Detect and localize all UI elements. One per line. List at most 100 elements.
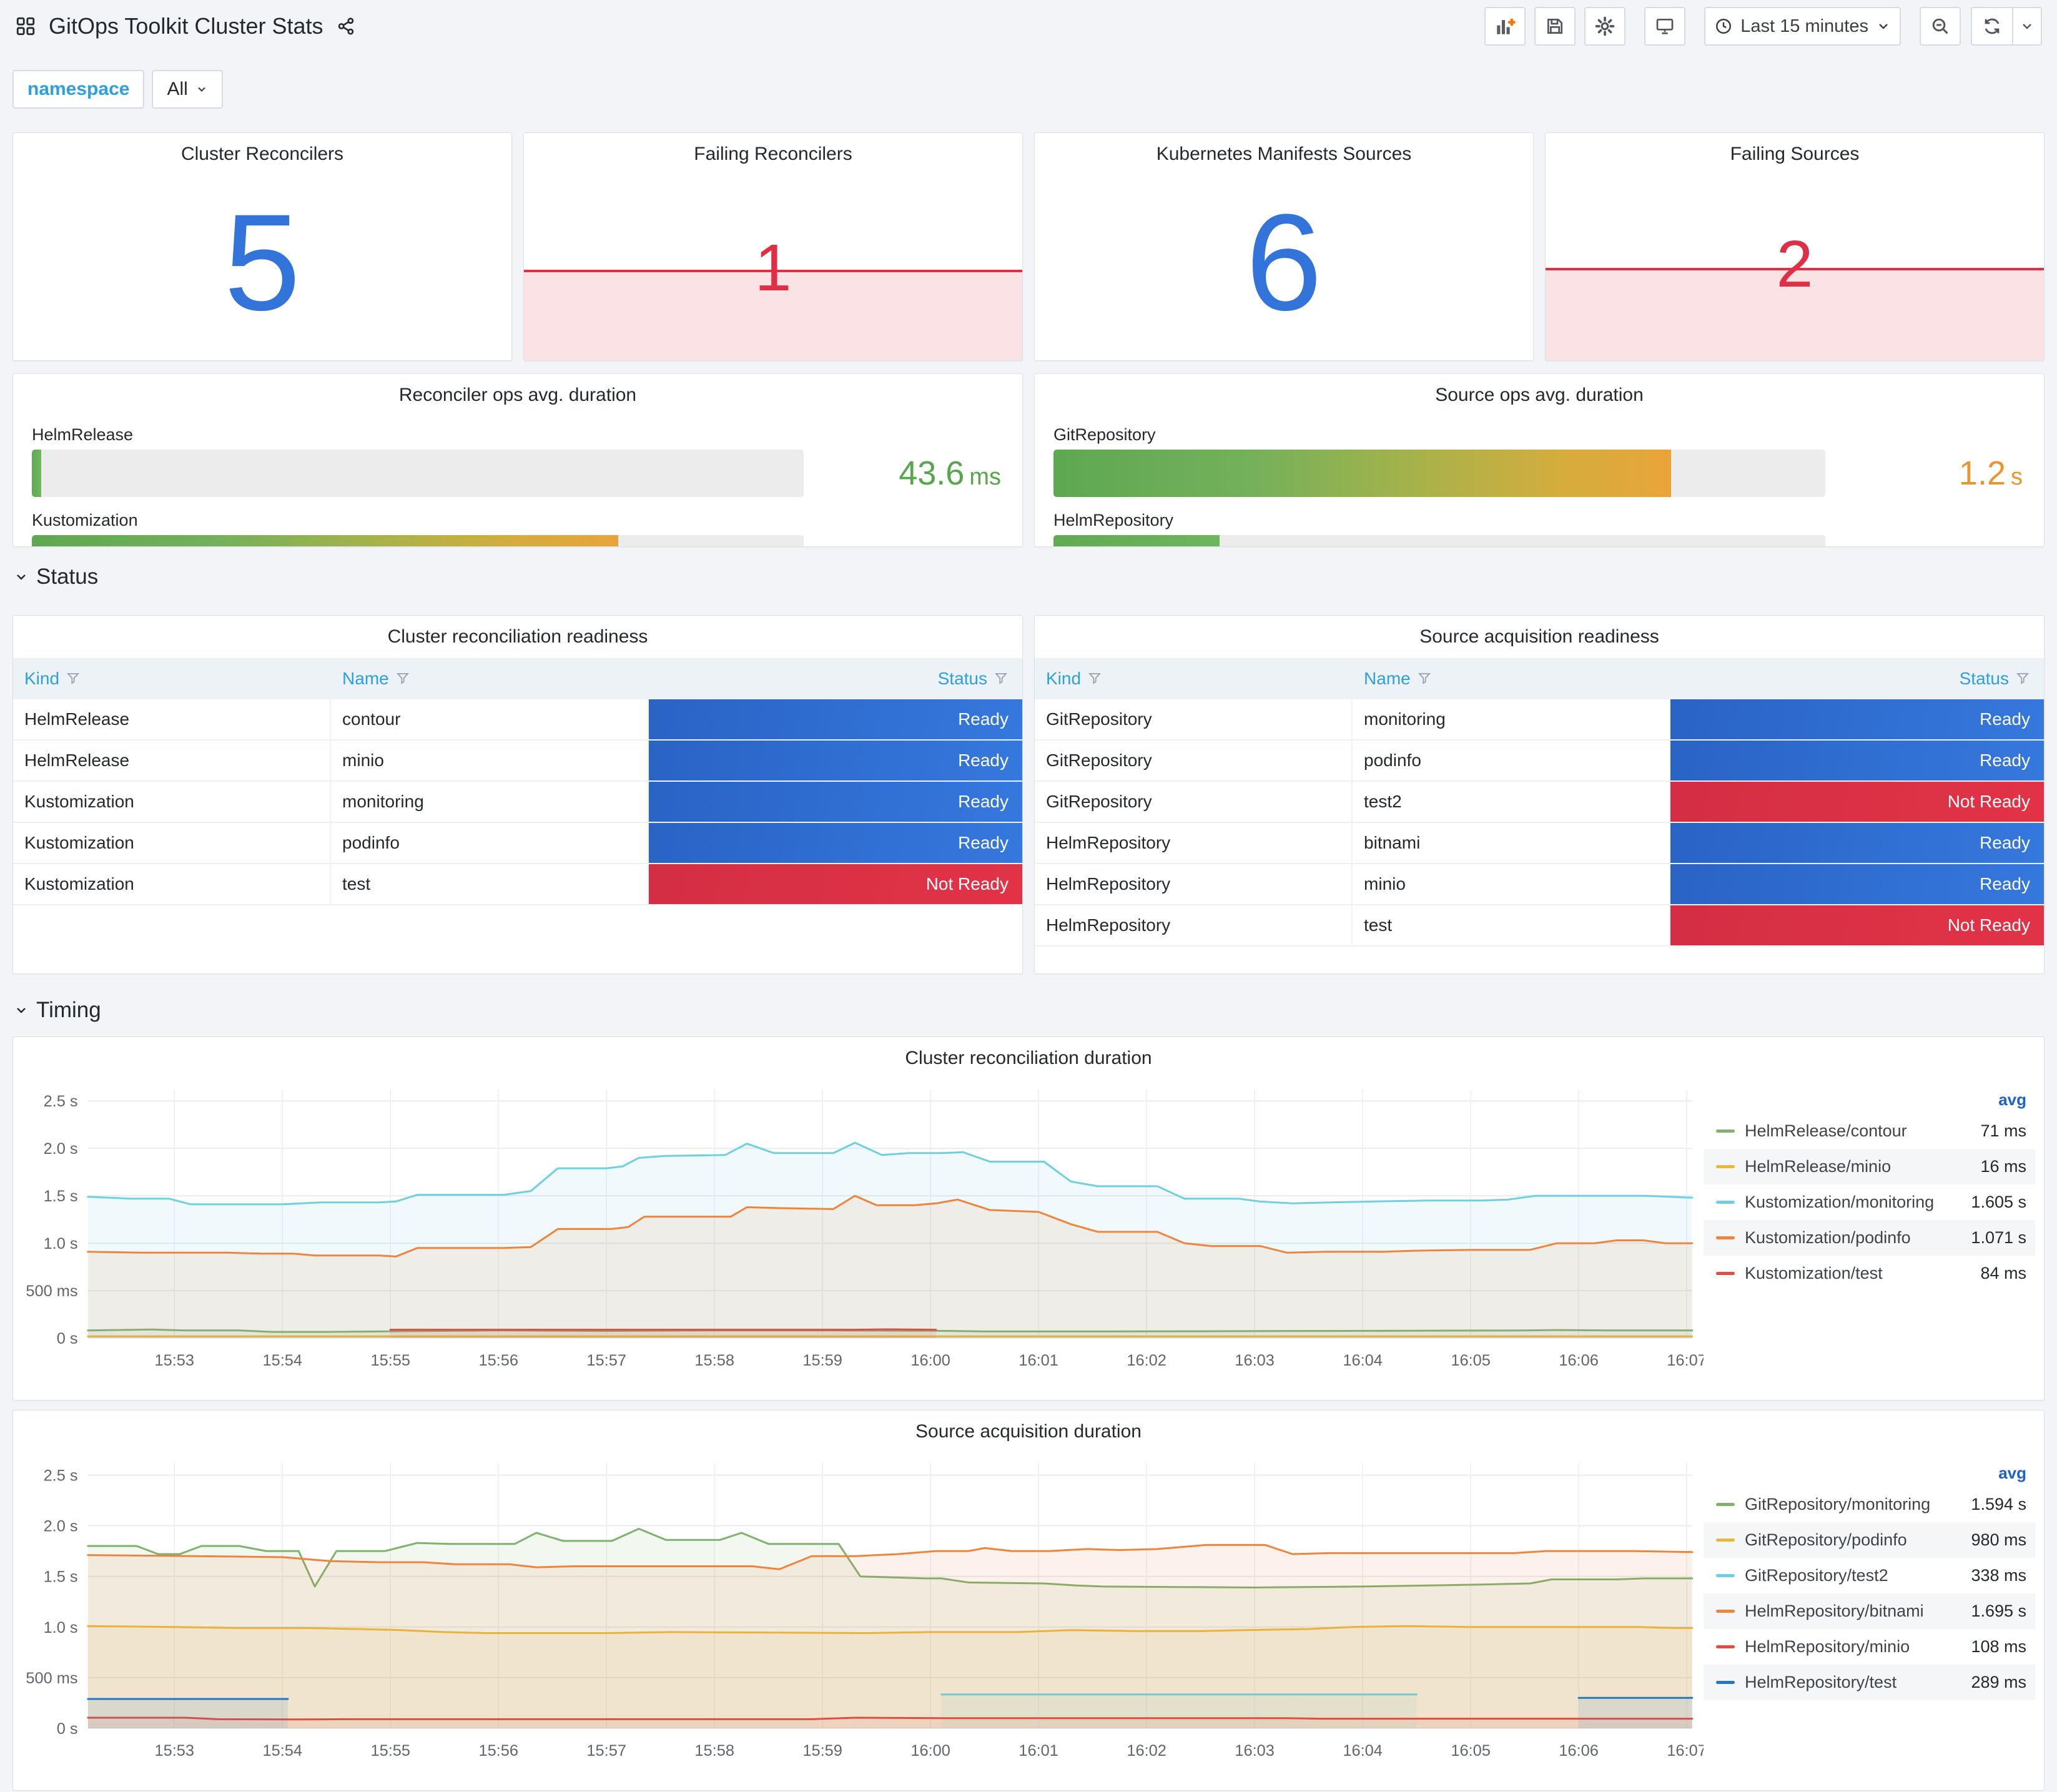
stat-value: 2 — [1776, 227, 1813, 302]
zoom-out-button[interactable] — [1920, 7, 1961, 46]
panel-title[interactable]: Cluster reconciliation readiness — [387, 626, 648, 647]
column-header-status[interactable]: Status — [649, 658, 1022, 699]
legend-item[interactable]: Kustomization/test 84 ms — [1704, 1256, 2035, 1291]
stat-sparkline-fill — [1546, 268, 2044, 360]
panel-title[interactable]: Failing Reconcilers — [694, 144, 852, 164]
filter-icon[interactable] — [395, 671, 410, 686]
legend-item[interactable]: HelmRelease/minio 16 ms — [1704, 1149, 2035, 1184]
legend-series-swatch-icon — [1716, 1503, 1735, 1506]
legend-item[interactable]: HelmRepository/test 289 ms — [1704, 1665, 2035, 1700]
gauge-value-unit: s — [2011, 464, 2023, 490]
cycle-view-button[interactable] — [1644, 7, 1686, 46]
legend-series-name: GitRepository/monitoring — [1745, 1495, 1931, 1514]
stat-panels-row: Cluster Reconcilers 5 Failing Reconcilers 1… — [12, 132, 2045, 361]
gauge-value-number: 879 — [1930, 540, 1986, 546]
column-header-name[interactable]: Name — [1353, 658, 1670, 699]
svg-text:15:56: 15:56 — [478, 1352, 518, 1369]
table-row: GitRepository podinfo Ready — [1035, 741, 2044, 782]
legend-item[interactable]: HelmRepository/minio 108 ms — [1704, 1629, 2035, 1665]
stat-body: 1 — [524, 175, 1022, 360]
svg-text:15:58: 15:58 — [694, 1352, 734, 1369]
gauge-panel: Source ops avg. duration GitRepository 1.2… — [1034, 373, 2045, 547]
legend-series-avg: 108 ms — [1971, 1637, 2026, 1656]
status-badge: Not Ready — [1670, 782, 2044, 822]
refresh-interval-dropdown[interactable] — [2012, 7, 2042, 46]
clock-icon — [1714, 17, 1733, 36]
refresh-button[interactable] — [1971, 7, 2012, 46]
svg-text:16:04: 16:04 — [1343, 1742, 1383, 1760]
column-header-label: Kind — [24, 669, 60, 688]
cell-name: minio — [331, 741, 649, 780]
status-badge: Ready — [649, 782, 1022, 822]
column-header-label: Status — [1959, 669, 2009, 688]
column-header-kind[interactable]: Kind — [13, 658, 331, 699]
timeseries-plot: 0 s 500 ms 1.0 s 1.5 s 2.0 s 2.5 s 15:53 15:54 1… — [13, 1080, 1704, 1400]
panel-title[interactable]: Source acquisition duration — [915, 1421, 1142, 1442]
svg-text:0 s: 0 s — [57, 1330, 78, 1347]
svg-text:15:57: 15:57 — [586, 1352, 626, 1369]
panel-title[interactable]: Failing Sources — [1730, 144, 1860, 164]
column-header-status[interactable]: Status — [1670, 658, 2044, 699]
legend-series-avg: 1.071 s — [1971, 1228, 2026, 1247]
cell-name: podinfo — [1353, 741, 1671, 780]
legend-series-swatch-icon — [1716, 1681, 1735, 1684]
status-badge: Not Ready — [1670, 905, 2044, 945]
svg-text:2.0 s: 2.0 s — [44, 1518, 78, 1535]
filter-icon[interactable] — [994, 671, 1009, 686]
legend-item[interactable]: Kustomization/podinfo 1.071 s — [1704, 1220, 2035, 1256]
cell-status: Ready — [1670, 699, 2044, 739]
gauge-fill — [1053, 535, 1220, 546]
legend-item[interactable]: GitRepository/test2 338 ms — [1704, 1558, 2035, 1593]
dashboard-settings-button[interactable] — [1584, 7, 1626, 46]
table-header-row: Kind Name Status — [1035, 658, 2044, 699]
gauge-bar: 43.6 ms — [32, 450, 1004, 497]
filter-icon[interactable] — [1087, 671, 1102, 686]
panel-title[interactable]: Source acquisition readiness — [1419, 626, 1659, 647]
legend-item[interactable]: GitRepository/podinfo 980 ms — [1704, 1522, 2035, 1558]
filter-icon[interactable] — [1417, 671, 1432, 686]
section-status[interactable]: Status — [14, 557, 98, 597]
panel-title[interactable]: Cluster Reconcilers — [180, 144, 344, 164]
cell-kind: Kustomization — [13, 823, 332, 863]
cell-kind: GitRepository — [1035, 699, 1353, 739]
column-header-kind[interactable]: Kind — [1035, 658, 1353, 699]
cell-kind: Kustomization — [13, 782, 332, 822]
status-badge: Ready — [1670, 741, 2044, 780]
legend-item[interactable]: HelmRelease/contour 71 ms — [1704, 1113, 2035, 1149]
legend-series-swatch-icon — [1716, 1538, 1735, 1542]
add-panel-button[interactable] — [1484, 7, 1526, 46]
svg-text:15:53: 15:53 — [154, 1742, 194, 1760]
time-range-picker[interactable]: Last 15 minutes — [1704, 7, 1901, 46]
section-timing[interactable]: Timing — [14, 990, 101, 1030]
filter-icon[interactable] — [66, 671, 81, 686]
legend-item[interactable]: HelmRepository/bitnami 1.695 s — [1704, 1593, 2035, 1629]
legend-item[interactable]: GitRepository/monitoring 1.594 s — [1704, 1487, 2035, 1522]
legend-series-swatch-icon — [1716, 1236, 1735, 1239]
gauge-label: Kustomization — [32, 511, 138, 529]
chevron-down-icon — [14, 1003, 29, 1018]
panel-title[interactable]: Source ops avg. duration — [1435, 385, 1644, 405]
column-header-name[interactable]: Name — [331, 658, 649, 699]
svg-text:2.0 s: 2.0 s — [44, 1140, 78, 1158]
filter-icon[interactable] — [2015, 671, 2030, 686]
panel-title[interactable]: Kubernetes Manifests Sources — [1156, 144, 1412, 164]
svg-text:15:57: 15:57 — [586, 1742, 626, 1760]
status-badge: Ready — [649, 823, 1022, 863]
page-title: GitOps Toolkit Cluster Stats — [49, 13, 323, 39]
variable-namespace-select[interactable]: All — [152, 70, 223, 109]
panel-title[interactable]: Cluster reconciliation duration — [905, 1048, 1152, 1068]
svg-text:2.5 s: 2.5 s — [44, 1093, 78, 1110]
svg-text:15:59: 15:59 — [802, 1742, 842, 1760]
legend-series-avg: 980 ms — [1971, 1530, 2026, 1549]
svg-text:15:55: 15:55 — [370, 1352, 410, 1369]
variable-namespace-label[interactable]: namespace — [12, 70, 145, 109]
svg-text:15:55: 15:55 — [370, 1742, 410, 1760]
table-row: HelmRepository minio Ready — [1035, 864, 2044, 905]
top-bar: GitOps Toolkit Cluster Stats — [0, 0, 2057, 52]
panel-title[interactable]: Reconciler ops avg. duration — [398, 385, 637, 405]
cell-kind: GitRepository — [1035, 741, 1353, 780]
legend-item[interactable]: Kustomization/monitoring 1.605 s — [1704, 1184, 2035, 1220]
save-dashboard-button[interactable] — [1534, 7, 1576, 46]
share-icon[interactable] — [336, 16, 356, 36]
status-badge: Ready — [1670, 823, 2044, 863]
